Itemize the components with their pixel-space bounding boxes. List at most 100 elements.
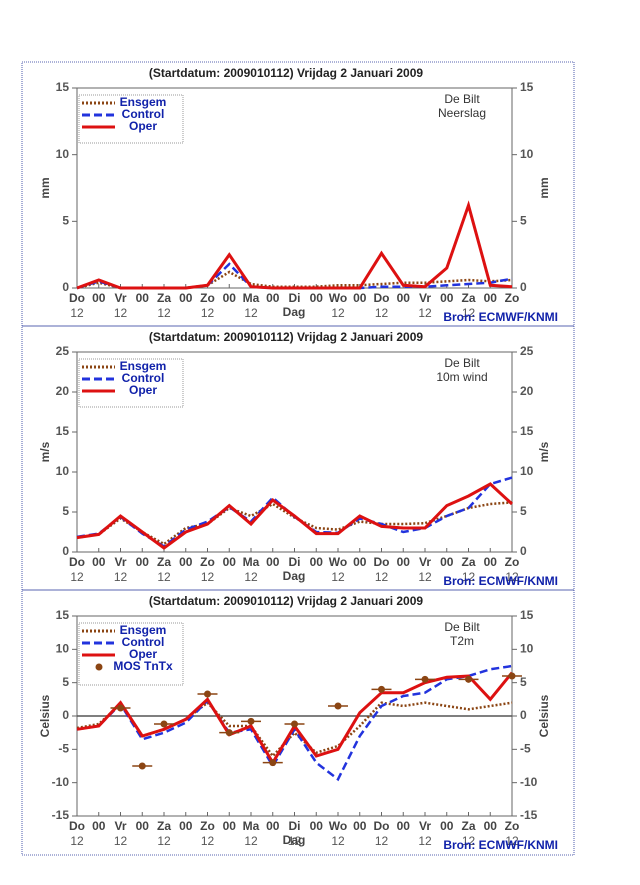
x-tick-label: 00 [397, 819, 411, 833]
legend-label: Ensgem [120, 95, 167, 109]
station: De Bilt [444, 356, 480, 370]
x-tick-label: 00 [136, 555, 150, 569]
x-tick-label: Vr [114, 819, 126, 833]
y-tick-label: 25 [56, 344, 70, 358]
mos-point [378, 685, 385, 693]
mos-point [334, 702, 342, 710]
x-sub-label: 12 [244, 306, 258, 320]
x-axis-label: Dag [283, 833, 306, 847]
y-tick-label: -10 [52, 775, 70, 789]
y-tick-label: 5 [62, 504, 69, 518]
legend-label: Control [122, 635, 165, 649]
y-tick-label: 0 [62, 708, 69, 722]
x-tick-label: 00 [397, 291, 411, 305]
y-tick-label: -15 [52, 808, 70, 822]
x-tick-label: Za [157, 291, 171, 305]
x-tick-label: Vr [114, 555, 126, 569]
y-tick-label-right: -10 [520, 775, 538, 789]
y-tick-label-right: 10 [520, 147, 534, 161]
x-tick-label: Do [374, 291, 390, 305]
y-tick-label: 5 [62, 214, 69, 228]
x-sub-label: 12 [462, 306, 476, 320]
x-sub-label: 12 [114, 306, 128, 320]
series-line [76, 200, 513, 290]
x-tick-label: 00 [353, 291, 367, 305]
x-axis-label: Dag [283, 305, 306, 319]
x-sub-label: 12 [70, 834, 84, 848]
x-tick-label: 00 [440, 819, 454, 833]
legend-label: Oper [129, 383, 157, 397]
station: De Bilt [444, 92, 480, 106]
mos-point [160, 720, 168, 728]
x-tick-label: Wo [329, 555, 347, 569]
series-line [76, 664, 513, 782]
x-sub-label: 12 [462, 570, 476, 584]
x-tick-label: Zo [200, 555, 215, 569]
x-tick-label: Zo [200, 291, 215, 305]
y-tick-label: 15 [56, 608, 70, 622]
legend-box [78, 94, 184, 144]
y-tick-label-right: 15 [520, 608, 534, 622]
series-line [76, 501, 513, 546]
y-tick-label: 0 [62, 544, 69, 558]
x-sub-label: 12 [505, 570, 519, 584]
y-tick-label-right: 15 [520, 80, 534, 94]
legend-box [78, 358, 184, 408]
x-axis-label: Dag [283, 569, 306, 583]
x-tick-label: Wo [329, 819, 347, 833]
x-sub-label: 12 [70, 570, 84, 584]
mos-point [138, 762, 146, 770]
mos-point [421, 675, 429, 683]
x-tick-label: 00 [484, 819, 498, 833]
x-sub-label: 12 [418, 306, 432, 320]
x-tick-label: Zo [505, 819, 520, 833]
x-sub-label: 12 [244, 570, 258, 584]
x-tick-label: Za [157, 555, 171, 569]
station: De Bilt [444, 620, 480, 634]
mos-point [225, 729, 233, 737]
chart-title: (Startdatum: 2009010112) Vrijdag 2 Janua… [149, 594, 423, 608]
x-sub-label: 12 [375, 306, 389, 320]
mos-point [508, 672, 516, 680]
y-tick-label: 10 [56, 464, 70, 478]
x-sub-label: 12 [375, 570, 389, 584]
x-tick-label: 00 [179, 555, 193, 569]
x-tick-label: Wo [329, 291, 347, 305]
x-sub-label: 12 [288, 834, 302, 848]
x-tick-label: 00 [353, 819, 367, 833]
x-tick-label: 00 [92, 819, 106, 833]
x-sub-label: 12 [201, 306, 215, 320]
x-sub-label: 12 [331, 306, 345, 320]
y-tick-label: 0 [62, 280, 69, 294]
x-sub-label: 12 [157, 306, 171, 320]
x-sub-label: 12 [331, 834, 345, 848]
x-tick-label: Vr [114, 291, 126, 305]
x-tick-label: 00 [136, 291, 150, 305]
x-tick-label: Di [289, 555, 301, 569]
variable: Neerslag [438, 106, 486, 120]
y-tick-label: 5 [62, 675, 69, 689]
x-tick-label: Do [69, 819, 85, 833]
x-tick-label: 00 [266, 819, 280, 833]
x-sub-label: 12 [331, 570, 345, 584]
x-tick-label: Zo [505, 555, 520, 569]
x-tick-label: 00 [92, 555, 106, 569]
mos-point [269, 759, 277, 767]
y-tick-label-right: -15 [520, 808, 538, 822]
y-tick-label: 15 [56, 80, 70, 94]
x-tick-label: Di [289, 291, 301, 305]
x-tick-label: 00 [353, 555, 367, 569]
y-axis-label: mm [38, 177, 52, 198]
x-tick-label: 00 [484, 291, 498, 305]
x-sub-label: 12 [244, 834, 258, 848]
mos-point [204, 690, 211, 698]
y-tick-label: 10 [56, 642, 70, 656]
legend-label: Oper [129, 119, 157, 133]
y-tick-label-right: 0 [520, 544, 527, 558]
x-sub-label: 12 [505, 834, 519, 848]
x-tick-label: 00 [223, 291, 237, 305]
x-tick-label: 00 [179, 291, 193, 305]
x-tick-label: Zo [505, 291, 520, 305]
x-tick-label: Za [461, 819, 475, 833]
